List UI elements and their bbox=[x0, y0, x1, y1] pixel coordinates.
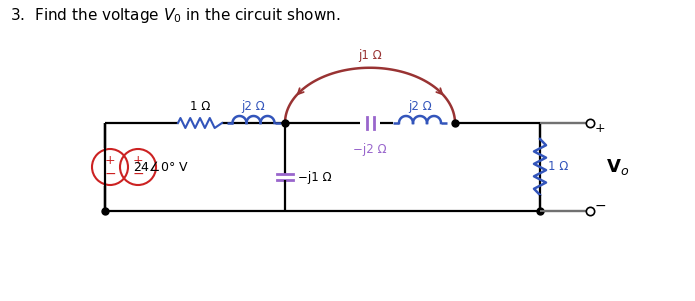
Text: +: + bbox=[133, 154, 143, 166]
Text: −: − bbox=[132, 167, 144, 181]
Text: j2 Ω: j2 Ω bbox=[408, 100, 432, 113]
Text: 3.  Find the voltage $V_0$ in the circuit shown.: 3. Find the voltage $V_0$ in the circuit… bbox=[10, 6, 341, 25]
Text: −: − bbox=[595, 199, 607, 213]
Text: −: − bbox=[104, 167, 116, 181]
Text: j1 Ω: j1 Ω bbox=[358, 49, 382, 62]
Text: +: + bbox=[595, 122, 605, 135]
Text: 1 Ω: 1 Ω bbox=[548, 160, 569, 173]
Text: +: + bbox=[105, 154, 115, 166]
Text: 24$\angle$0$\degree$ V: 24$\angle$0$\degree$ V bbox=[133, 160, 189, 174]
Text: −j1 Ω: −j1 Ω bbox=[298, 170, 332, 184]
Text: j2 Ω: j2 Ω bbox=[242, 100, 265, 113]
Text: 1 Ω: 1 Ω bbox=[190, 100, 210, 113]
Text: $\mathbf{V}_o$: $\mathbf{V}_o$ bbox=[606, 157, 629, 177]
Text: −j2 Ω: −j2 Ω bbox=[353, 143, 387, 156]
